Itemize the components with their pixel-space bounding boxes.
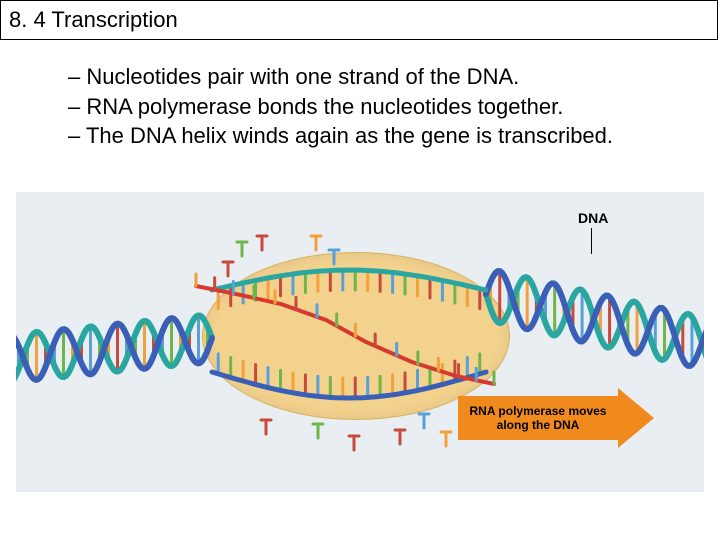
rna-arrow-head (618, 388, 654, 448)
dna-label: DNA (578, 210, 608, 226)
title-bar: 8. 4 Transcription (0, 0, 718, 40)
bullet-2: RNA polymerase bonds the nucleotides tog… (68, 92, 720, 122)
bullet-list: Nucleotides pair with one strand of the … (68, 62, 720, 151)
bullet-1: Nucleotides pair with one strand of the … (68, 62, 720, 92)
bullet-3: The DNA helix winds again as the gene is… (68, 121, 720, 151)
transcription-figure: DNA RNA polymerase moves along the DNA (16, 192, 704, 492)
title-text: 8. 4 Transcription (9, 7, 178, 32)
rna-arrow-body: RNA polymerase moves along the DNA (458, 396, 618, 440)
rna-arrow: RNA polymerase moves along the DNA (458, 388, 658, 448)
dna-pointer (591, 228, 592, 254)
